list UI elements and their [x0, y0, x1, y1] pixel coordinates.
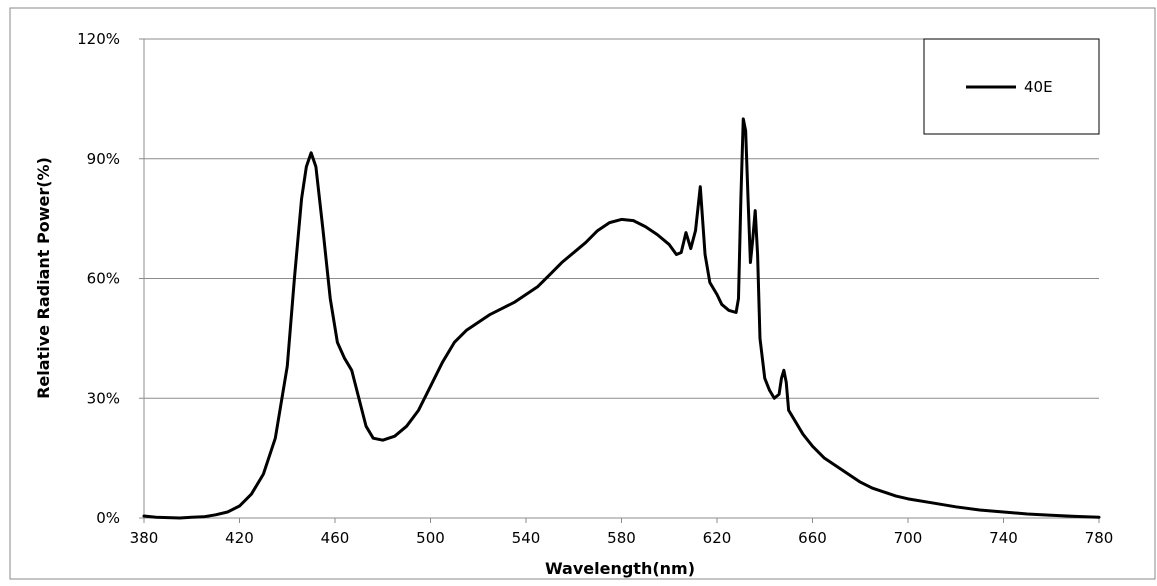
y-axis-title: Relative Radiant Power(%): [34, 157, 53, 399]
x-tick-label: 700: [894, 529, 923, 547]
x-tick-labels: 380 420 460 500 540 580 620 660 700 740 780: [130, 529, 1114, 547]
x-tick-label: 540: [512, 529, 541, 547]
series-line-0: [142, 117, 1101, 520]
legend-label-40e: 40E: [1024, 78, 1053, 96]
x-tick-label: 660: [798, 529, 827, 547]
y-tick-label: 60%: [87, 270, 120, 288]
x-tick-label: 580: [607, 529, 636, 547]
x-tick-label: 500: [416, 529, 445, 547]
axes: [143, 39, 1100, 523]
y-tick-label: 90%: [87, 150, 120, 168]
x-tick-label: 380: [130, 529, 159, 547]
y-tick-label: 120%: [77, 30, 120, 48]
y-tick-label: 0%: [96, 509, 120, 527]
y-tick-label: 30%: [87, 389, 120, 407]
y-tick-labels: 0% 30% 60% 90% 120%: [77, 30, 120, 527]
legend: 40E: [923, 38, 1100, 135]
series-lines: [142, 117, 1101, 520]
x-axis-title: Wavelength(nm): [545, 559, 695, 578]
x-tick-label: 420: [225, 529, 254, 547]
x-tick-label: 620: [703, 529, 732, 547]
x-tick-label: 460: [321, 529, 350, 547]
x-tick-label: 780: [1085, 529, 1114, 547]
x-tick-label: 740: [989, 529, 1018, 547]
